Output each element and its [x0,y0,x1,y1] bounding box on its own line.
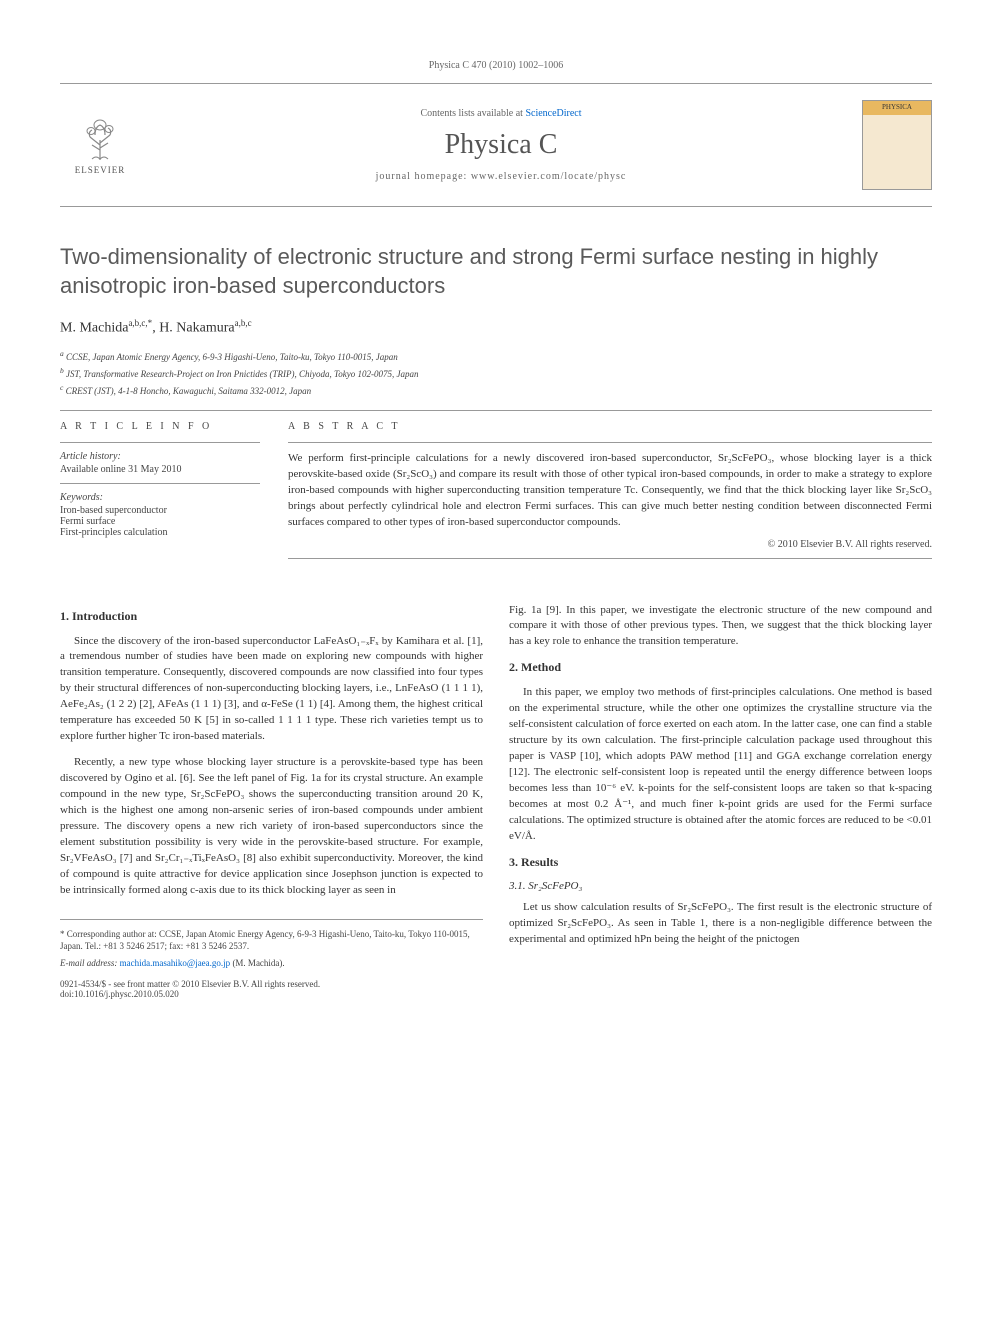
affil-sup: b [60,366,64,375]
publisher-name: ELSEVIER [75,165,126,175]
email-label: E-mail address: [60,958,120,968]
section-heading-method: 2. Method [509,660,932,675]
author-affil-sup: a,b,c,* [128,318,152,328]
affil-text: CCSE, Japan Atomic Energy Agency, 6-9-3 … [66,352,398,362]
elsevier-tree-icon [70,115,130,165]
abstract-rule [288,442,932,443]
meta-rule-top [60,410,932,411]
author-affil-sup: a,b,c [235,318,252,328]
homepage-prefix: journal homepage: [376,171,471,182]
author-name: H. Nakamura [159,321,234,336]
abstract-col: A B S T R A C T We perform first-princip… [288,421,932,567]
journal-cover-thumbnail: PHYSICA [862,100,932,190]
section-heading-results: 3. Results [509,855,932,870]
sciencedirect-link[interactable]: ScienceDirect [525,108,581,119]
author-list: M. Machidaa,b,c,*, H. Nakamuraa,b,c [60,318,932,337]
page-container: Physica C 470 (2010) 1002–1006 ELSEVIER … [0,0,992,1039]
journal-title: Physica C [140,129,862,161]
section-heading-intro: 1. Introduction [60,609,483,624]
doi-line: doi:10.1016/j.physc.2010.05.020 [60,989,483,999]
author-name: M. Machida [60,321,128,336]
info-sub-rule [60,442,260,443]
subsection-heading: 3.1. Sr₂ScFePO₃ [509,880,932,892]
author-email-link[interactable]: machida.masahiko@jaea.go.jp [120,958,231,968]
cover-label: PHYSICA [863,101,931,115]
affiliation: b JST, Transformative Research-Project o… [60,366,932,379]
affiliation: c CREST (JST), 4-1-8 Honcho, Kawaguchi, … [60,383,932,396]
history-text: Available online 31 May 2010 [60,464,260,475]
intro-paragraph: Recently, a new type whose blocking laye… [60,755,483,898]
contents-available-line: Contents lists available at ScienceDirec… [140,108,862,119]
info-sub-rule [60,483,260,484]
contents-prefix: Contents lists available at [420,108,525,119]
footnotes-block: * Corresponding author at: CCSE, Japan A… [60,919,483,970]
running-head: Physica C 470 (2010) 1002–1006 [60,60,932,71]
keywords-label: Keywords: [60,492,260,503]
right-column: Fig. 1a [9]. In this paper, we investiga… [509,603,932,1000]
front-matter-line: 0921-4534/$ - see front matter © 2010 El… [60,979,483,989]
affil-sup: c [60,383,63,392]
article-title: Two-dimensionality of electronic structu… [60,243,932,300]
article-info-heading: A R T I C L E I N F O [60,421,260,432]
intro-paragraph: Since the discovery of the iron-based su… [60,634,483,746]
header-center: Contents lists available at ScienceDirec… [140,108,862,182]
results-paragraph: Let us show calculation results of Sr₂Sc… [509,900,932,948]
intro-paragraph-continued: Fig. 1a [9]. In this paper, we investiga… [509,603,932,651]
homepage-url: www.elsevier.com/locate/physc [471,171,627,182]
affil-text: JST, Transformative Research-Project on … [66,369,418,379]
history-label: Article history: [60,451,260,462]
keyword: Fermi surface [60,516,260,527]
affil-sup: a [60,349,64,358]
abstract-text: We perform first-principle calculations … [288,451,932,531]
body-two-column: 1. Introduction Since the discovery of t… [60,603,932,1000]
article-meta-row: A R T I C L E I N F O Article history: A… [60,421,932,567]
email-line: E-mail address: machida.masahiko@jaea.go… [60,957,483,970]
affiliation: a CCSE, Japan Atomic Energy Agency, 6-9-… [60,349,932,362]
method-paragraph: In this paper, we employ two methods of … [509,685,932,844]
abstract-copyright: © 2010 Elsevier B.V. All rights reserved… [288,539,932,550]
keyword: Iron-based superconductor [60,505,260,516]
affiliations-block: a CCSE, Japan Atomic Energy Agency, 6-9-… [60,349,932,396]
keyword: First-principles calculation [60,527,260,538]
doi-block: 0921-4534/$ - see front matter © 2010 El… [60,979,483,999]
corresponding-author-note: * Corresponding author at: CCSE, Japan A… [60,928,483,953]
email-suffix: (M. Machida). [230,958,284,968]
affil-text: CREST (JST), 4-1-8 Honcho, Kawaguchi, Sa… [66,386,312,396]
abstract-heading: A B S T R A C T [288,421,932,432]
journal-homepage: journal homepage: www.elsevier.com/locat… [140,171,862,182]
article-info-col: A R T I C L E I N F O Article history: A… [60,421,260,567]
abstract-bottom-rule [288,558,932,559]
publisher-logo: ELSEVIER [60,105,140,185]
journal-header: ELSEVIER Contents lists available at Sci… [60,84,932,207]
left-column: 1. Introduction Since the discovery of t… [60,603,483,1000]
